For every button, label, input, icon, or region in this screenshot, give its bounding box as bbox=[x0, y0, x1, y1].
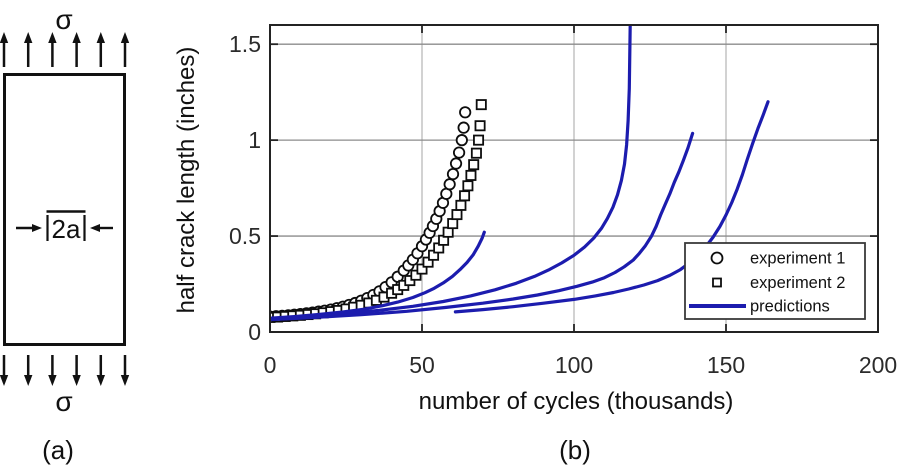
x-tick-label-0: 0 bbox=[264, 352, 277, 378]
stress-arrows bbox=[0, 32, 130, 386]
crack-annotation bbox=[16, 210, 113, 241]
crack-arrow-right-head bbox=[90, 224, 100, 232]
y-tick-label-0: 0 bbox=[248, 319, 261, 345]
crack-arrow-left-head bbox=[32, 224, 42, 232]
plate-outline bbox=[3, 73, 126, 346]
exp2-point bbox=[473, 134, 485, 146]
down-arrow-4-head bbox=[72, 375, 81, 386]
prediction-curve-2 bbox=[270, 25, 632, 321]
up-arrow-4-head bbox=[72, 32, 81, 43]
down-arrow-2-head bbox=[24, 375, 33, 386]
exp1-point bbox=[449, 157, 463, 170]
y-tick-label-0.5: 0.5 bbox=[229, 223, 261, 249]
exp2-point bbox=[465, 169, 477, 181]
chart-ticks bbox=[270, 25, 878, 332]
x-tick-label-150: 150 bbox=[707, 352, 745, 378]
y-tick-label-1.5: 1.5 bbox=[229, 31, 261, 57]
up-arrow-2-head bbox=[24, 32, 33, 43]
exp1-point bbox=[457, 121, 470, 134]
plate-diagram: σ σ 2a (a) bbox=[0, 4, 130, 465]
x-tick-label-100: 100 bbox=[555, 352, 593, 378]
up-arrow-3-head bbox=[48, 32, 57, 43]
exp2-point bbox=[410, 269, 422, 281]
crack-length-label: 2a bbox=[52, 214, 81, 244]
exp2-point bbox=[447, 218, 459, 230]
exp1-point bbox=[459, 106, 472, 119]
legend-label-1: experiment 1 bbox=[750, 250, 845, 268]
exp2-point bbox=[475, 99, 487, 111]
series-experiment-1 bbox=[270, 106, 472, 323]
exp2-point bbox=[455, 199, 467, 211]
x-tick-label-50: 50 bbox=[409, 352, 435, 378]
up-arrow-5-head bbox=[96, 32, 105, 43]
panel-a-caption: (a) bbox=[42, 435, 74, 465]
prediction-curve-1 bbox=[270, 230, 486, 320]
chart-legend: experiment 1 experiment 2 predictions bbox=[684, 242, 866, 320]
y-tick-label-1: 1 bbox=[248, 127, 261, 153]
exp2-point bbox=[468, 159, 480, 171]
x-axis-label: number of cycles (thousands) bbox=[419, 388, 734, 415]
x-tick-label-200: 200 bbox=[859, 352, 897, 378]
exp1-point bbox=[452, 146, 466, 159]
exp1-point bbox=[446, 167, 460, 181]
chart-gridlines bbox=[270, 25, 878, 332]
legend-marker-circle bbox=[710, 251, 724, 265]
exp2-point bbox=[451, 209, 463, 221]
exp2-point bbox=[470, 147, 482, 159]
exp2-point bbox=[462, 180, 474, 192]
sigma-bottom-label: σ bbox=[55, 386, 72, 417]
up-arrow-1-head bbox=[0, 32, 9, 43]
sigma-top-label: σ bbox=[55, 4, 72, 35]
chart-series bbox=[270, 25, 770, 323]
exp2-point bbox=[474, 120, 486, 132]
legend-marker-square bbox=[712, 277, 722, 288]
prediction-curve-3 bbox=[270, 131, 695, 322]
legend-label-2: experiment 2 bbox=[750, 274, 845, 292]
exp2-point bbox=[416, 263, 428, 275]
up-arrow-6-head bbox=[120, 32, 130, 43]
down-arrow-5-head bbox=[96, 375, 105, 386]
down-arrow-6-head bbox=[120, 375, 130, 386]
down-arrow-3-head bbox=[48, 375, 57, 386]
exp1-point bbox=[443, 178, 456, 191]
exp1-point bbox=[455, 134, 468, 147]
legend-label-3: predictions bbox=[750, 298, 830, 316]
chart-tick-labels: 0 50 100 150 200 0 0.5 1 1.5 bbox=[229, 31, 897, 378]
y-axis-label: half crack length (inches) bbox=[173, 47, 200, 314]
down-arrow-1-head bbox=[0, 375, 9, 386]
exp2-point bbox=[459, 190, 471, 202]
panel-b-caption: (b) bbox=[559, 435, 591, 465]
